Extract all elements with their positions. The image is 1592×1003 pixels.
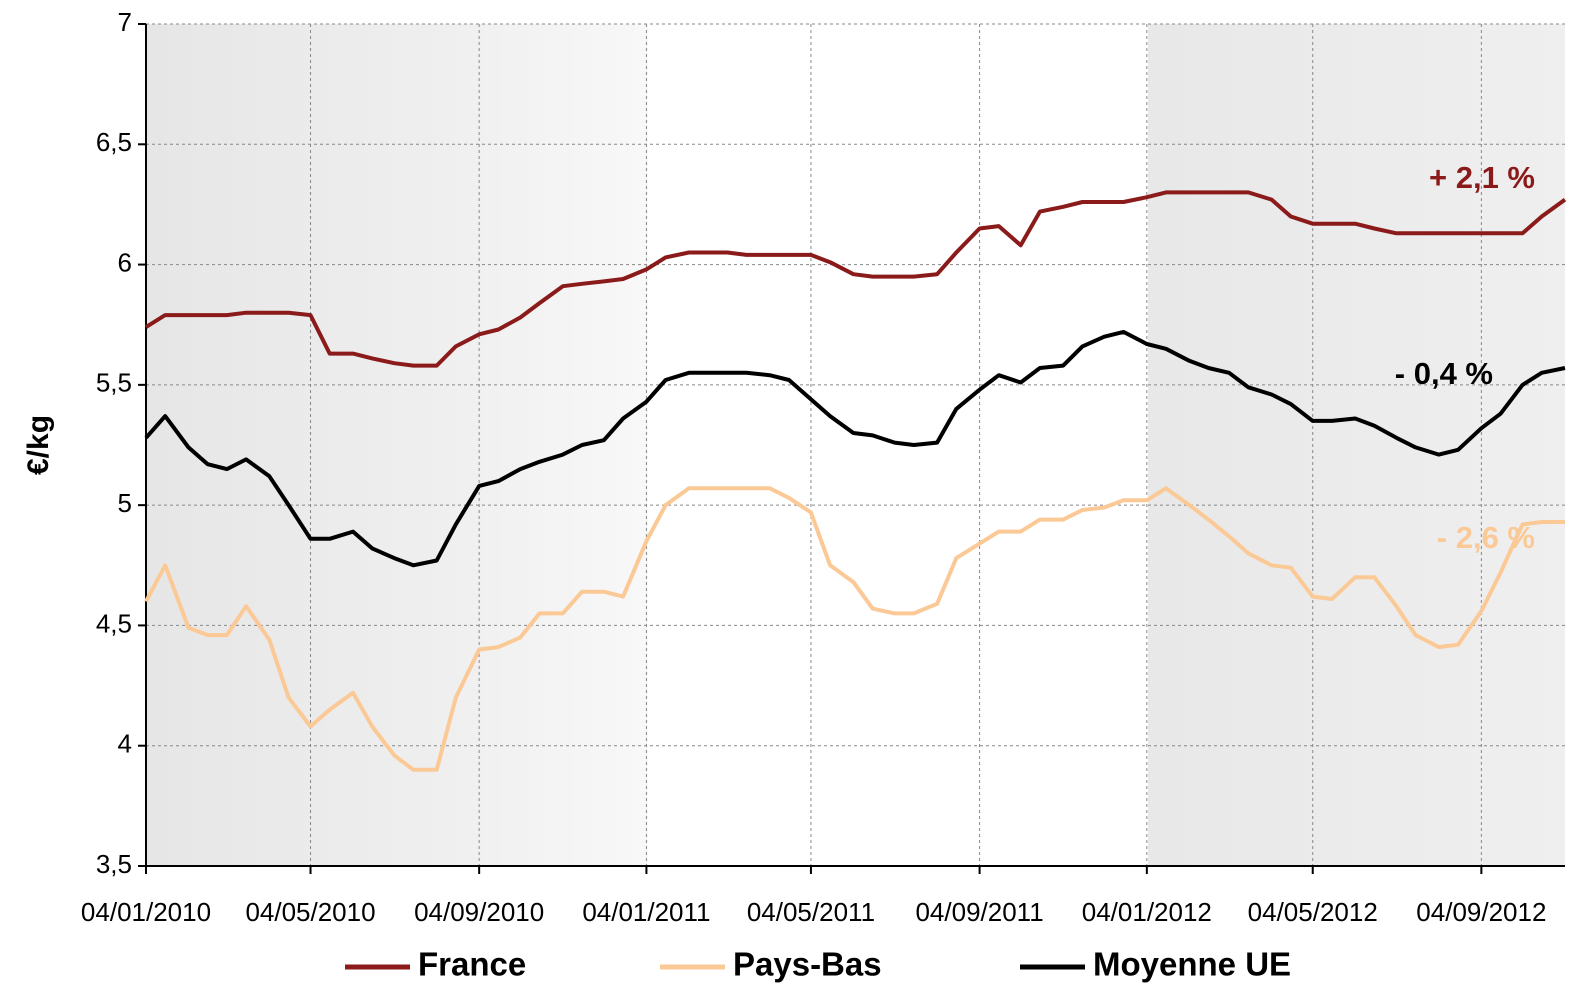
y-tick-label: 5,5 [96,368,132,398]
x-tick-label: 04/09/2012 [1416,897,1546,927]
line-series [144,190,1567,368]
line-series [144,329,1566,568]
x-tick-label: 04/05/2011 [747,897,875,927]
y-tick-label: 6,5 [96,127,132,157]
x-tick-label: 04/05/2012 [1248,897,1378,927]
y-tick-label: 4 [118,729,132,759]
y-tick-label: 6 [118,247,132,277]
line-series [144,486,1565,772]
x-tick-label: 04/09/2011 [915,897,1043,927]
shaded-period [146,24,648,866]
y-tick-label: 3,5 [96,849,132,879]
y-tick-label: 4,5 [96,608,132,638]
annotation: - 2,6 % [1437,520,1535,555]
annotation: - 0,4 % [1395,356,1493,391]
legend-label: Pays-Bas [733,946,882,983]
annotation: + 2,1 % [1429,160,1535,195]
x-tick-label: 04/09/2010 [414,897,544,927]
x-tick-label: 04/01/2012 [1082,897,1212,927]
y-tick-label: 7 [118,7,132,37]
shaded-period [1148,24,1565,866]
x-tick-label: 04/01/2011 [582,897,710,927]
y-tick-label: 5 [118,488,132,518]
legend-label: Moyenne UE [1093,946,1291,983]
y-axis-label: €/kg [22,415,55,475]
x-tick-label: 04/01/2010 [81,897,211,927]
x-tick-label: 04/05/2010 [245,897,375,927]
legend-label: France [418,946,526,983]
